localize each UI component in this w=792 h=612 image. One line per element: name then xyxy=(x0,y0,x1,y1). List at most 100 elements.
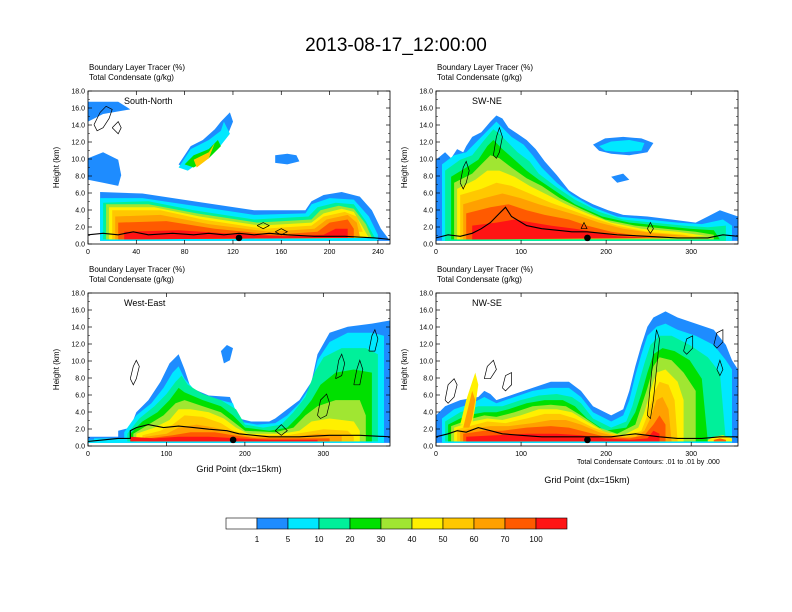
y-tick-label: 4.0 xyxy=(423,208,433,215)
subtitle-tracer: Boundary Layer Tracer (%) xyxy=(89,63,185,72)
colorbar-swatch xyxy=(411,517,444,530)
y-tick-label: 6.0 xyxy=(75,393,85,400)
tracer-field xyxy=(436,311,738,443)
colorbar-swatch xyxy=(318,517,351,530)
x-tick-label: 100 xyxy=(515,451,527,458)
y-tick-label: 10.0 xyxy=(71,359,85,366)
x-tick-label: 200 xyxy=(600,451,612,458)
tracer-region xyxy=(472,219,648,240)
tracer-region xyxy=(88,152,122,186)
y-axis-label: Height (km) xyxy=(400,146,409,188)
subtitle-tracer: Boundary Layer Tracer (%) xyxy=(437,265,533,274)
x-tick-label: 240 xyxy=(372,249,384,256)
location-marker xyxy=(235,234,243,242)
y-axis-label: Height (km) xyxy=(52,348,61,390)
condensate-contour xyxy=(274,424,288,436)
condensate-contours xyxy=(129,328,379,436)
condensate-contour xyxy=(93,105,113,132)
terrain-line xyxy=(435,206,739,239)
tracer-field xyxy=(88,320,390,443)
y-tick-label: 4.0 xyxy=(75,410,85,417)
x-tick-label: 300 xyxy=(685,249,697,256)
y-tick-label: 16.0 xyxy=(71,106,85,113)
condensate-contour xyxy=(444,378,458,404)
y-tick-label: 16.0 xyxy=(419,106,433,113)
y-tick-label: 2.0 xyxy=(423,427,433,434)
tracer-region xyxy=(463,390,476,428)
x-tick-label: 0 xyxy=(86,249,90,256)
condensate-contour xyxy=(716,359,724,377)
tracer-field xyxy=(88,101,390,241)
colorbar-label: 30 xyxy=(377,535,386,544)
colorbar-swatch xyxy=(504,517,537,530)
condensate-contour xyxy=(483,359,497,380)
y-tick-label: 12.0 xyxy=(419,342,433,349)
colorbar-label: 10 xyxy=(315,535,324,544)
terrain-line xyxy=(87,231,391,240)
condensate-contour xyxy=(647,329,660,420)
x-axis-label: Grid Point (dx=15km) xyxy=(196,464,281,474)
x-tick-label: 200 xyxy=(600,249,612,256)
y-tick-label: 2.0 xyxy=(423,225,433,232)
y-tick-label: 0.0 xyxy=(423,242,433,249)
x-tick-label: 100 xyxy=(515,249,527,256)
subtitle-condensate: Total Condensate (g/kg) xyxy=(89,73,174,82)
y-tick-label: 2.0 xyxy=(75,427,85,434)
y-tick-label: 18.0 xyxy=(419,291,433,298)
panel-label: NW-SE xyxy=(472,298,502,308)
x-tick-label: 40 xyxy=(132,249,140,256)
colorbar-swatch xyxy=(349,517,382,530)
panel-south-north: 0.0 2.0 4.0 6.0 8.0 10.0 12.0 14.0 16.0 18.0 0 40 80… xyxy=(52,63,391,256)
panel-west-east: 0.0 2.0 4.0 6.0 8.0 10.0 12.0 14.0 16.0 18.0 0 100 2… xyxy=(52,265,391,474)
figure-title: 2013-08-17_12:00:00 xyxy=(305,35,487,56)
tracer-region xyxy=(88,101,131,122)
colorbar-label: 1 xyxy=(255,535,260,544)
colorbar-swatch xyxy=(442,517,475,530)
subtitle-condensate: Total Condensate (g/kg) xyxy=(437,73,522,82)
terrain-line xyxy=(87,424,391,442)
y-tick-label: 2.0 xyxy=(75,225,85,232)
y-tick-label: 14.0 xyxy=(419,123,433,130)
condensate-contour xyxy=(647,221,654,234)
y-tick-label: 18.0 xyxy=(71,291,85,298)
condensate-contour xyxy=(683,335,694,355)
tracer-region xyxy=(220,345,233,364)
y-tick-label: 8.0 xyxy=(75,376,85,383)
x-tick-label: 200 xyxy=(324,249,336,256)
y-tick-label: 0.0 xyxy=(75,444,85,451)
x-tick-label: 300 xyxy=(317,451,329,458)
condensate-contour xyxy=(502,372,512,392)
tracer-region xyxy=(466,430,660,442)
x-tick-label: 120 xyxy=(227,249,239,256)
colorbar-swatch xyxy=(287,517,320,530)
tracer-region xyxy=(275,153,300,165)
colorbar-label: 70 xyxy=(501,535,510,544)
y-tick-label: 8.0 xyxy=(75,174,85,181)
y-tick-label: 4.0 xyxy=(75,208,85,215)
y-tick-label: 12.0 xyxy=(71,140,85,147)
tracer-region xyxy=(130,436,318,442)
colorbar-swatch xyxy=(256,517,289,530)
y-tick-label: 8.0 xyxy=(423,174,433,181)
y-tick-label: 6.0 xyxy=(423,393,433,400)
y-tick-label: 10.0 xyxy=(71,157,85,164)
y-tick-label: 14.0 xyxy=(71,123,85,130)
colorbar-label: 50 xyxy=(439,535,448,544)
tracer-region xyxy=(460,372,479,425)
condensate-contours xyxy=(459,126,654,234)
x-tick-label: 100 xyxy=(161,451,173,458)
condensate-contour xyxy=(111,121,122,135)
condensate-contours xyxy=(444,329,724,420)
condensate-contour xyxy=(353,359,364,386)
tracer-region xyxy=(193,143,215,168)
location-marker xyxy=(584,234,591,242)
panel-sw-ne: 0.0 2.0 4.0 6.0 8.0 10.0 12.0 14.0 16.0 18.0 0 100 2… xyxy=(400,63,739,256)
colorbar-swatch xyxy=(225,517,258,530)
tracer-field xyxy=(436,115,738,241)
x-tick-label: 300 xyxy=(685,451,697,458)
y-tick-label: 16.0 xyxy=(419,308,433,315)
y-tick-label: 18.0 xyxy=(71,89,85,96)
condensate-contour xyxy=(317,393,330,419)
y-axis-label: Height (km) xyxy=(52,146,61,188)
